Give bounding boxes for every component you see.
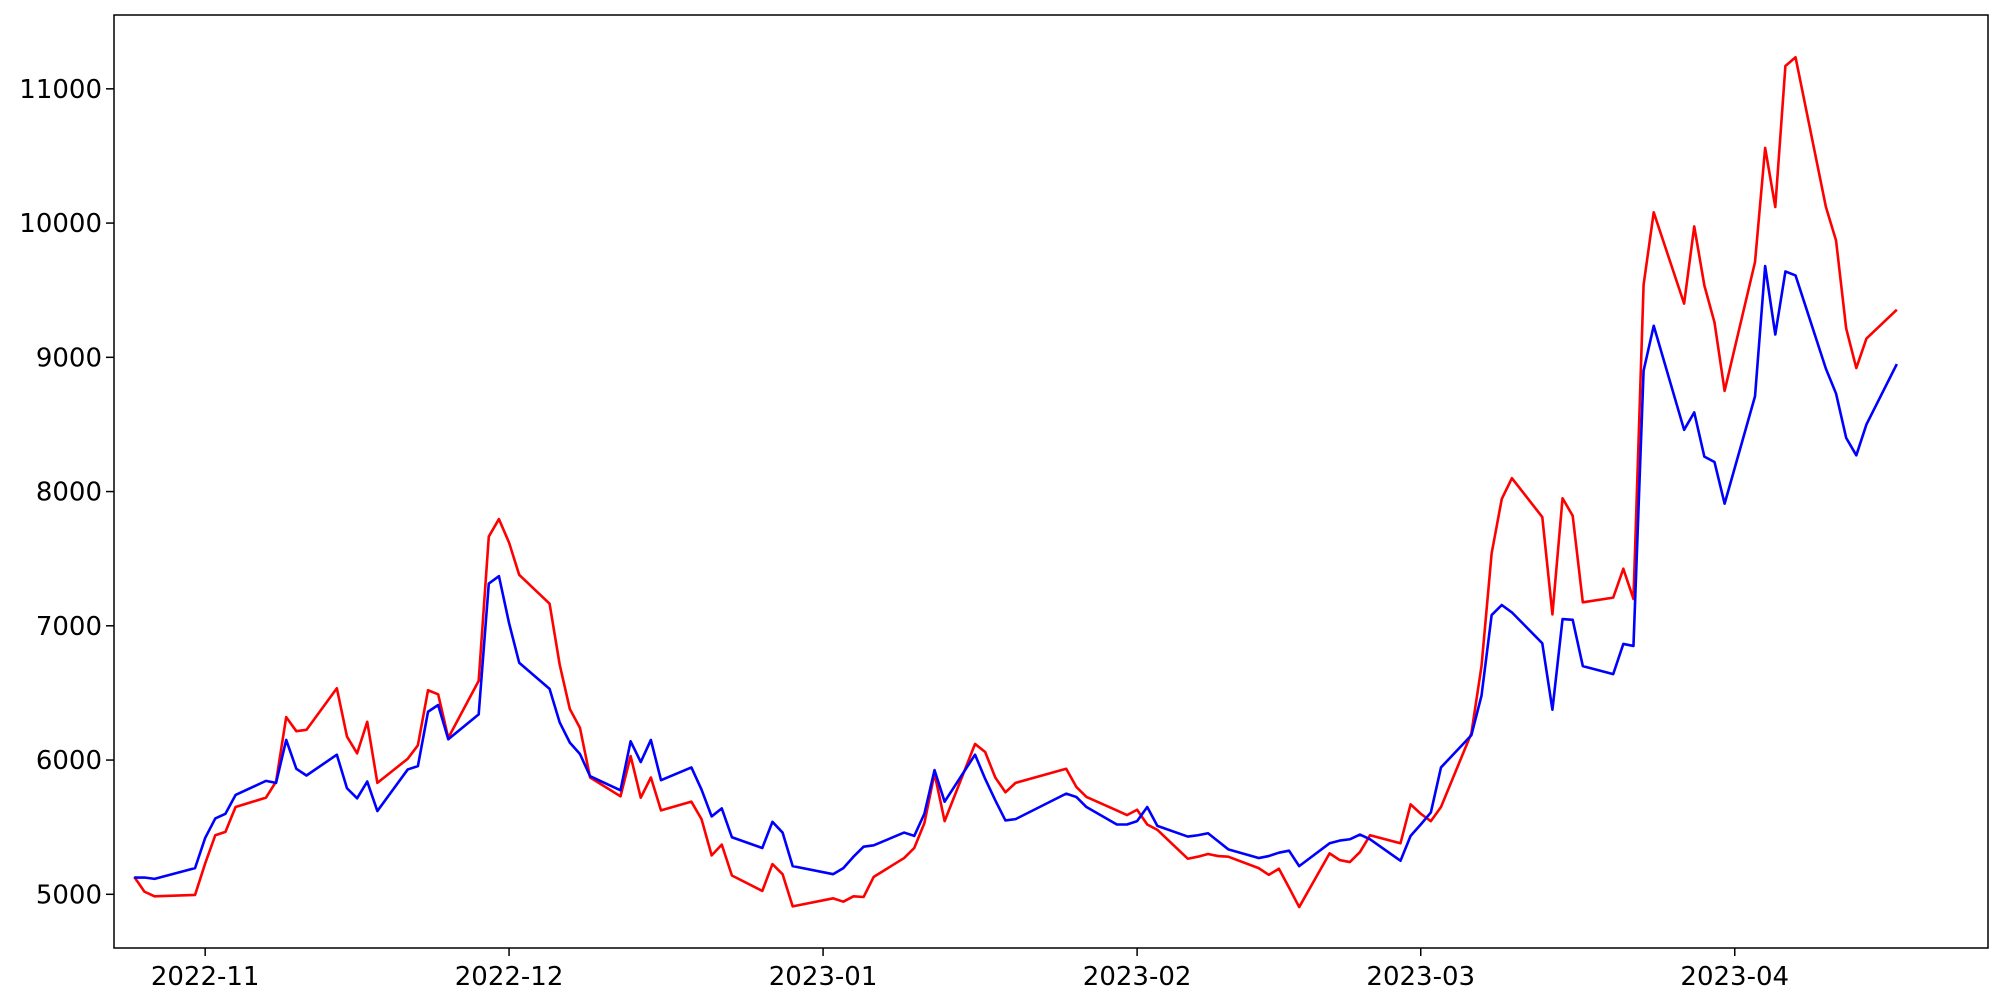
series-line-2 bbox=[134, 264, 1898, 881]
y-tick-label: 5000 bbox=[36, 880, 102, 910]
y-tick-label: 6000 bbox=[36, 746, 102, 776]
x-tick-label: 2023-01 bbox=[769, 962, 878, 992]
y-tick-label: 9000 bbox=[36, 343, 102, 373]
x-tick-label: 2023-02 bbox=[1083, 962, 1192, 992]
x-tick-label: 2022-12 bbox=[455, 962, 564, 992]
x-tick-label: 2023-04 bbox=[1680, 962, 1789, 992]
x-tick-label: 2023-03 bbox=[1366, 962, 1475, 992]
y-tick-label: 10000 bbox=[19, 209, 102, 239]
y-tick-label: 8000 bbox=[36, 478, 102, 508]
x-axis: 2022-11 2022-12 2023-01 2023-02 2023-03 2023-… bbox=[151, 948, 1789, 992]
series-layer bbox=[133, 55, 1898, 909]
plot-area-frame bbox=[113, 14, 1989, 949]
y-axis: 5000 6000 7000 8000 9000 10000 11000 bbox=[19, 75, 114, 910]
y-tick-label: 11000 bbox=[19, 75, 102, 105]
y-tick-label: 7000 bbox=[36, 612, 102, 642]
x-tick-label: 2022-11 bbox=[151, 962, 260, 992]
series-line-1 bbox=[133, 55, 1898, 909]
